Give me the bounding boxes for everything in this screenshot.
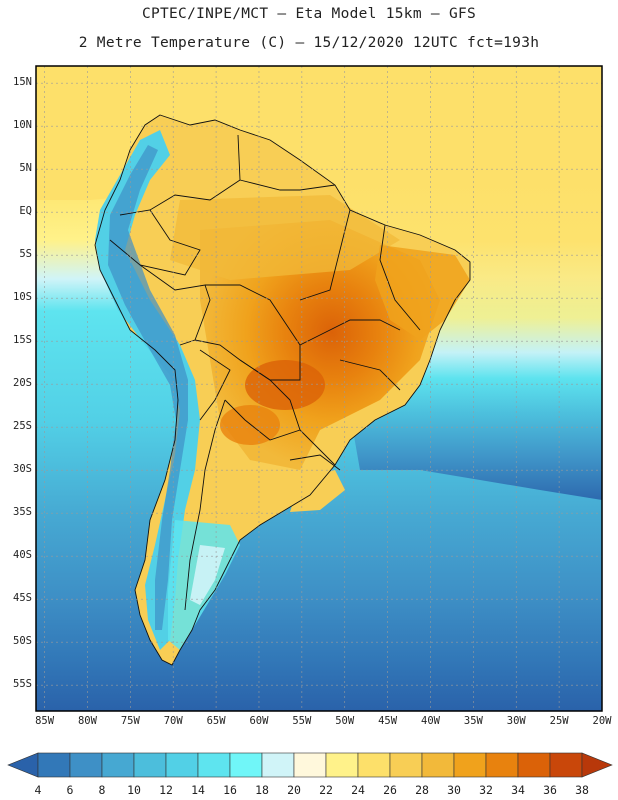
colorbar-tick-label: 26 (383, 783, 397, 797)
lat-label: 45S (13, 592, 32, 605)
colorbar-arrow-high (581, 752, 613, 778)
colorbar-tick-label: 16 (223, 783, 237, 797)
lat-label: 15N (13, 76, 32, 89)
lat-label: 40S (13, 549, 32, 562)
colorbar-swatch (357, 752, 391, 778)
colorbar-swatch (133, 752, 167, 778)
colorbar-swatch (325, 752, 359, 778)
colorbar-swatch (549, 752, 583, 778)
colorbar (7, 752, 613, 778)
lon-label: 35W (463, 715, 483, 727)
colorbar-swatch (261, 752, 295, 778)
graticule (36, 66, 603, 711)
colorbar-swatch (37, 752, 71, 778)
lon-label: 20W (592, 715, 612, 727)
title-line-2: 2 Metre Temperature (C) — 15/12/2020 12U… (78, 35, 540, 51)
lat-label: 10S (13, 291, 32, 304)
lat-label: 25S (13, 420, 32, 433)
colorbar-swatch (389, 752, 423, 778)
colorbar-tick-label: 14 (191, 783, 205, 797)
colorbar-tick-label: 32 (479, 783, 493, 797)
colorbar-tick-label: 8 (98, 783, 106, 797)
lon-label: 40W (421, 715, 440, 727)
colorbar-swatch (101, 752, 135, 778)
colorbar-arrow-low (7, 752, 39, 778)
colorbar-tick-label: 36 (543, 783, 557, 797)
lat-label: 35S (13, 506, 32, 519)
colorbar-swatch (421, 752, 455, 778)
colorbar-swatch (453, 752, 487, 778)
colorbar-tick-label: 4 (34, 783, 42, 797)
colorbar-tick-label: 30 (447, 783, 461, 797)
colorbar-swatch (229, 752, 263, 778)
lat-label: 50S (13, 635, 32, 648)
colorbar-swatch (293, 752, 327, 778)
colorbar-tick-label: 22 (319, 783, 333, 797)
colorbar-tick-label: 24 (351, 783, 365, 797)
temperature-field (36, 66, 602, 711)
lat-label: EQ (19, 205, 32, 218)
lon-label: 45W (378, 715, 398, 727)
lon-label: 25W (549, 715, 569, 727)
lon-label: 65W (206, 715, 226, 727)
lon-label: 55W (292, 715, 312, 727)
colorbar-swatch (517, 752, 551, 778)
colorbar-swatch (197, 752, 231, 778)
lon-label: 75W (120, 715, 140, 727)
colorbar-tick-label: 10 (127, 783, 141, 797)
colorbar-swatch (485, 752, 519, 778)
colorbar-swatch (165, 752, 199, 778)
lon-label: 70W (163, 715, 183, 727)
colorbar-tick-label: 12 (159, 783, 173, 797)
colorbar-tick-label: 18 (255, 783, 269, 797)
lon-label: 85W (35, 715, 55, 727)
lat-label: 30S (13, 463, 32, 476)
country-borders (94, 114, 471, 666)
colorbar-tick-label: 6 (66, 783, 74, 797)
colorbar-tick-label: 20 (287, 783, 301, 797)
lat-label: 20S (13, 377, 32, 390)
colorbar-tick-label: 28 (415, 783, 429, 797)
lon-label: 80W (77, 715, 97, 727)
colorbar-tick-label: 38 (575, 783, 589, 797)
map-frame (35, 65, 603, 712)
lon-label: 50W (335, 715, 355, 727)
lat-label: 15S (13, 334, 32, 347)
colorbar-tick-label: 34 (511, 783, 525, 797)
lon-label: 30W (506, 715, 526, 727)
lat-label: 10N (13, 119, 32, 132)
lon-label: 60W (249, 715, 269, 727)
lat-label: 5N (19, 162, 32, 175)
lat-label: 5S (19, 248, 32, 261)
title-line-1: CPTEC/INPE/MCT — Eta Model 15km — GFS (141, 6, 477, 22)
colorbar-swatch (69, 752, 103, 778)
lat-label: 55S (13, 678, 32, 691)
